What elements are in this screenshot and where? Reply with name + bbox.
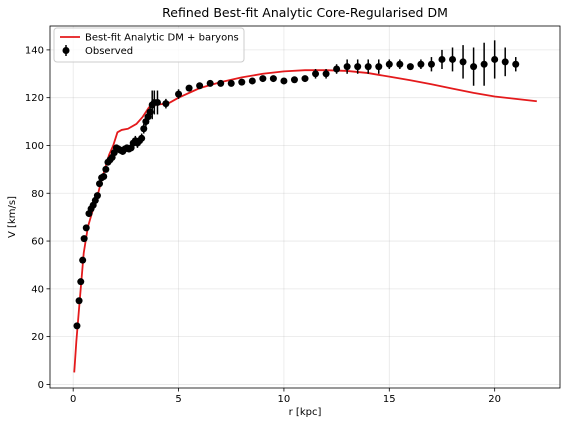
observed-point [206,79,214,87]
observed-point [354,63,362,71]
observed-point [343,63,351,71]
observed-point [175,90,183,98]
y-tick-label: 40 [31,284,44,295]
y-tick-label: 0 [38,380,44,391]
plot-frame [49,25,561,389]
observed-point [79,256,87,264]
observed-point [480,60,488,68]
observed-point [138,134,146,142]
legend-observed-marker [62,47,70,54]
observed-point [227,79,235,87]
observed-point [100,173,108,181]
observed-point [269,75,277,83]
observed-point [396,60,404,68]
observed-point [146,108,154,116]
observed-point [93,192,101,200]
observed-point [491,55,499,63]
observed-point [96,180,104,188]
x-axis-label: r [kpc] [289,407,322,418]
legend-observed-label: Observed [85,46,133,57]
x-tick-label: 5 [175,394,181,405]
tick-labels: 0 5 10 15 20 0 20 40 60 80 100 120 140 [25,45,501,405]
observed-point [80,235,88,243]
observed-point [375,63,383,71]
observed-point [385,60,393,68]
observed-point [512,60,520,68]
legend-model-label: Best-fit Analytic DM + baryons [85,33,239,44]
observed-point [77,278,85,286]
observed-point [140,125,148,133]
observed-point [449,55,457,63]
observed-point [73,322,81,330]
observed-point [406,63,414,71]
observed-point [501,58,509,66]
observed-point [312,70,320,78]
model-curve [73,69,537,373]
observed-point [102,165,110,173]
y-tick-label: 80 [31,189,44,200]
observed-point [322,70,330,78]
observed-point [333,65,341,73]
observed-point [290,76,298,84]
chart-title: Refined Best-fit Analytic Core-Regularis… [162,5,448,20]
observed-point [417,60,425,68]
observed-point [153,98,161,106]
observed-point [259,75,267,83]
x-tick-label: 15 [383,394,396,405]
observed-point [185,84,193,92]
observed-point [248,77,256,85]
observed-point [427,60,435,68]
y-tick-label: 60 [31,237,44,248]
axes [46,25,561,392]
y-tick-label: 140 [25,45,44,56]
y-tick-label: 100 [25,141,44,152]
observed-point [162,100,170,108]
observed-point [470,63,478,71]
observed-point [75,297,83,305]
y-axis-label: V [km/s] [7,196,18,238]
y-tick-label: 20 [31,332,44,343]
model-line-layer [73,69,537,373]
x-tick-label: 0 [70,394,76,405]
observed-point [280,77,288,85]
observed-point [238,78,246,86]
observed-point [82,224,90,232]
observed-point [217,79,225,87]
legend-box [53,27,245,63]
observed-points-layer [73,40,520,330]
observed-point [196,82,204,90]
observed-point [459,58,467,66]
observed-point [301,75,309,83]
legend: Best-fit Analytic DM + baryons Observed [53,27,245,63]
y-tick-label: 120 [25,93,44,104]
x-tick-label: 20 [488,394,501,405]
x-tick-label: 10 [278,394,291,405]
observed-point [364,63,372,71]
observed-point [438,55,446,63]
